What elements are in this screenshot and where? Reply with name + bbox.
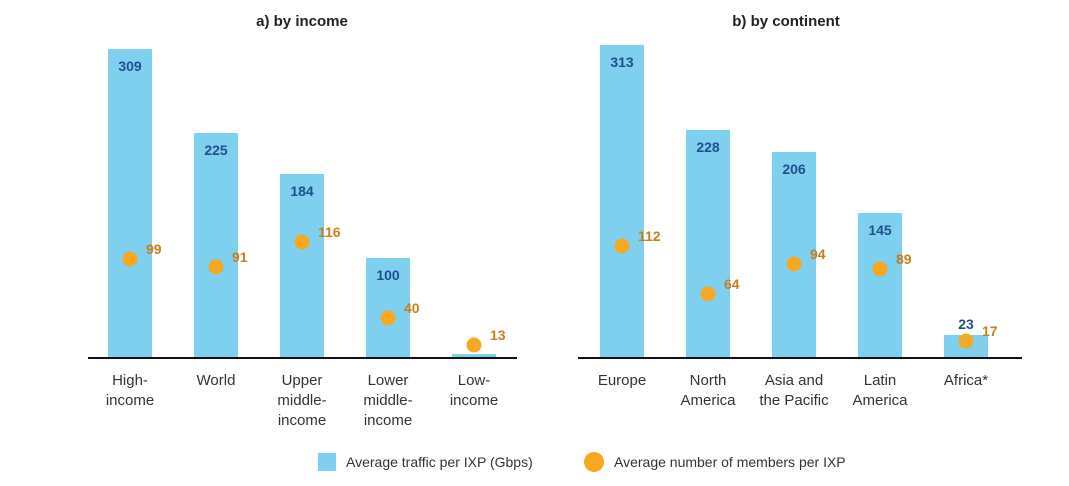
category-label: Asia and the Pacific [759,372,829,409]
bar [600,45,644,358]
chart-area: a) by income 309 99 High-income 225 91 World 18… [88,13,1022,429]
dot-value-label: 94 [810,246,826,262]
member-dot [786,256,802,272]
legend-bar-label: Average traffic per IXP (Gbps) [346,454,533,470]
bar-value-label: 23 [958,316,974,332]
category-label: Low-income [450,372,498,409]
chart-title-2: b) by continent [732,13,840,30]
member-dot [700,286,716,302]
chart-title-1: a) by income [256,13,348,30]
bar [108,49,152,358]
bar-value-label: 145 [868,222,892,238]
category-label: Upper middle-income [277,372,326,429]
bar-value-label: 228 [696,139,720,155]
bar-value-label: 225 [204,142,228,158]
category-label: North America [680,372,736,409]
legend-item-members: Average number of members per IXP [584,447,846,477]
member-dot [466,337,482,353]
dot-value-label: 64 [724,276,740,292]
member-dot [294,234,310,250]
bar-value-label: 309 [118,58,142,74]
legend-dot-label: Average number of members per IXP [614,454,846,470]
member-dot [208,259,224,275]
category-label: Europe [598,372,646,389]
member-dot [614,238,630,254]
dot-value-label: 112 [638,228,661,244]
member-dot [958,333,974,349]
legend-item-traffic: Average traffic per IXP (Gbps) [318,447,533,477]
dot-value-label: 13 [490,327,506,343]
dot-value-label: 40 [404,300,420,316]
bar-value-label: 206 [782,161,806,177]
bar [686,130,730,358]
bar [280,174,324,358]
bar [194,133,238,358]
legend-dot-marker [584,452,604,472]
bar [772,152,816,358]
bar [858,213,902,358]
bar-value-label: 100 [376,267,400,283]
category-label: Lower middle-income [363,372,412,429]
category-label: World [197,372,236,389]
dot-value-label: 99 [146,241,162,257]
member-dot [872,261,888,277]
legend: Average traffic per IXP (Gbps) Average n… [0,447,1069,477]
category-label: High-income [106,372,154,409]
dot-value-label: 91 [232,249,248,265]
dot-value-label: 17 [982,323,998,339]
category-label: Latin America [852,372,908,409]
member-dot [380,310,396,326]
member-dot [122,251,138,267]
bar-value-label: 184 [290,183,314,199]
dot-value-label: 89 [896,251,912,267]
legend-bar-swatch [318,453,336,471]
bar-value-label: 313 [610,54,634,70]
bar [366,258,410,358]
category-label: Africa* [944,372,988,389]
dot-value-label: 116 [318,224,341,240]
bar [452,354,496,358]
